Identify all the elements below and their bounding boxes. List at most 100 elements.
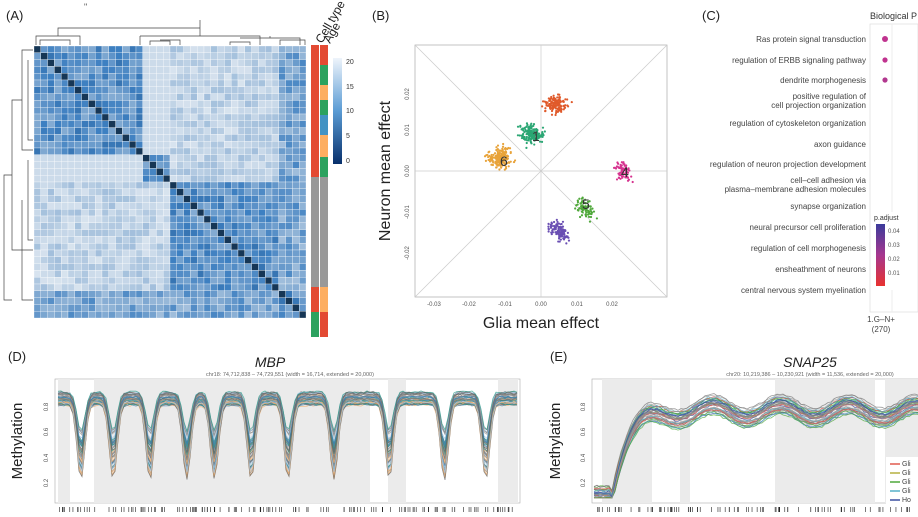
heatmap-cell [135, 283, 143, 291]
heatmap-cell [101, 263, 109, 271]
mbp-track-svg: MBP chr18: 74,712,838 – 74,729,551 (widt… [9, 354, 521, 512]
heatmap-cell [265, 113, 273, 121]
heatmap-cell [81, 59, 89, 67]
scatter-point [523, 130, 526, 134]
heatmap-cell [278, 243, 286, 251]
heatmap-cell [251, 161, 259, 169]
heatmap-cell [88, 283, 96, 291]
scatter-point [566, 231, 569, 234]
heatmap-cell [129, 168, 137, 176]
heatmap-cell [88, 107, 96, 115]
heatmap-cell [81, 243, 89, 251]
heatmap-cell [81, 263, 89, 271]
heatmap-cell [224, 59, 232, 67]
heatmap-cell [217, 147, 225, 155]
heatmap-cell [176, 243, 184, 251]
heatmap-cell [244, 161, 252, 169]
heatmap-cell [197, 168, 205, 176]
scatter-point [496, 144, 500, 147]
heatmap-cell [169, 270, 177, 278]
heatmap-cell [169, 188, 177, 196]
heatmap-cell [81, 161, 89, 169]
heatmap-cell [81, 175, 89, 183]
heatmap-cell [101, 229, 109, 237]
heatmap-cell [299, 86, 307, 94]
cpg-ticks [59, 507, 513, 512]
heatmap-cell [67, 161, 75, 169]
heatmap-cell [115, 120, 123, 128]
heatmap-cell [101, 73, 109, 81]
heatmap-cell [156, 243, 164, 251]
heatmap-cell [176, 195, 184, 203]
heatmap-cell [54, 229, 62, 237]
scatter-point [566, 98, 569, 101]
scatter-point [525, 132, 528, 136]
heatmap-cell [299, 141, 307, 149]
heatmap-cell [278, 113, 286, 121]
heatmap-cell [129, 154, 137, 162]
heatmap-cell [210, 236, 218, 244]
heatmap-cell [40, 86, 48, 94]
heatmap-cell [54, 311, 62, 319]
heatmap-cell [237, 100, 245, 108]
heatmap-cell [278, 277, 286, 285]
heatmap-cell [231, 236, 239, 244]
heatmap-cell [40, 249, 48, 257]
heatmap-cell [108, 93, 116, 101]
heatmap-cell [210, 120, 218, 128]
heatmap-cell [47, 154, 55, 162]
heatmap-cell [224, 270, 232, 278]
heatmap-cell [88, 188, 96, 196]
heatmap-cell [156, 93, 164, 101]
heatmap-cell [224, 127, 232, 135]
heatmap-cell [224, 229, 232, 237]
heatmap-cell [101, 161, 109, 169]
scatter-point [529, 140, 532, 143]
heatmap-cell [197, 45, 205, 53]
heatmap-cell [278, 52, 286, 60]
heatmap-cell [237, 270, 245, 278]
heatmap-cell [95, 100, 103, 108]
heatmap-cell [108, 175, 116, 183]
scatter-point [552, 105, 555, 108]
heatmap-cell [237, 59, 245, 67]
heatmap-cell [169, 202, 177, 210]
heatmap-cell [142, 134, 150, 142]
heatmap-cell [176, 236, 184, 244]
heatmap-cell [190, 45, 198, 53]
heatmap-cell [217, 73, 225, 81]
heatmap-cell [210, 79, 218, 87]
heatmap-cell [67, 243, 75, 251]
heatmap-cell [40, 256, 48, 264]
heatmap-cell [81, 134, 89, 142]
scatter-point [561, 228, 564, 231]
heatmap-cell [54, 215, 62, 223]
heatmap-cell [67, 141, 75, 149]
heatmap-cell [299, 181, 307, 189]
heatmap-cell [135, 113, 143, 121]
heatmap-cell [101, 79, 109, 87]
heatmap-cell [33, 304, 41, 312]
heatmap-cell [285, 175, 293, 183]
x-ticks: -0.03 -0.02 -0.01 0.00 0.01 0.02 [427, 302, 618, 308]
heatmap-cell [224, 283, 232, 291]
heatmap-cell [183, 304, 191, 312]
heatmap-cell [210, 283, 218, 291]
heatmap-cell [237, 141, 245, 149]
heatmap-cell [299, 195, 307, 203]
scatter-point [524, 128, 527, 132]
coords-snap25: chr20: 10,219,386 – 10,230,921 (width = … [726, 372, 894, 378]
panel-a: (A) " [0, 0, 360, 345]
heatmap-cell [81, 93, 89, 101]
heatmap-cell [74, 181, 82, 189]
heatmap-cell [115, 154, 123, 162]
heatmap-cell [156, 277, 164, 285]
heatmap-cell [244, 202, 252, 210]
heatmap-cell [190, 113, 198, 121]
heatmap-cell [122, 229, 130, 237]
heatmap-cell [122, 181, 130, 189]
heatmap-cell [169, 45, 177, 53]
scatter-point [622, 167, 625, 170]
heatmap-cell [169, 86, 177, 94]
heatmap-cell [217, 290, 225, 298]
